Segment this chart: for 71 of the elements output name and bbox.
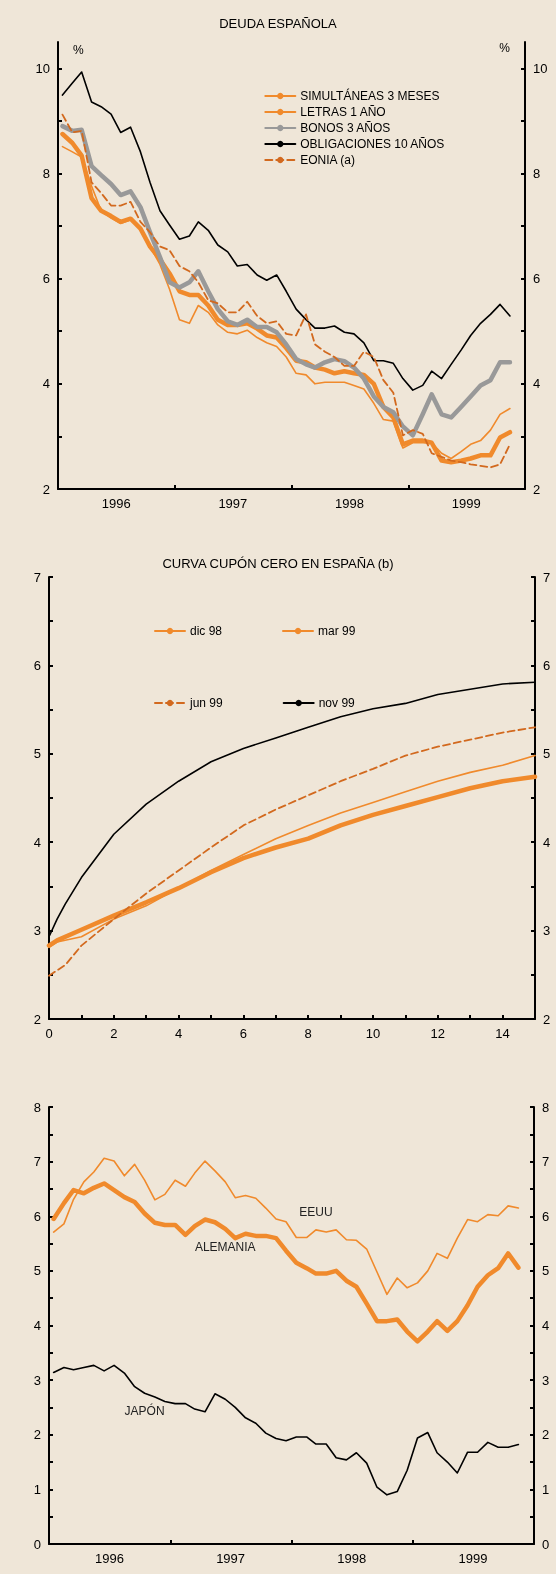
x-tick-label: 4 [174,1026,183,1041]
x-tick-label: 1997 [218,496,248,511]
x-tick-label: 14 [495,1026,510,1041]
y2-tick-label: 2 [543,1011,551,1027]
chart-title: DEUDA ESPAÑOLA [219,16,338,31]
y-axis-title: % [73,43,84,57]
y-tick-label: 1 [33,1481,41,1497]
series-label: ALEMANIA [194,1239,256,1254]
x-tick-label: 8 [304,1026,312,1041]
y2-tick-label: 8 [542,1099,550,1115]
legend-label: OBLIGACIONES 10 AÑOS [300,137,445,151]
y-tick-label: 5 [33,1263,41,1279]
legend-label: nov 99 [318,696,356,710]
y-tick-label: 6 [33,657,41,673]
series-label: JAPÓN [124,1403,165,1419]
y-tick-label: 3 [33,923,41,939]
y-tick-label: 7 [33,1154,41,1170]
y-tick-label: 8 [33,1099,41,1115]
legend-label: LETRAS 1 AÑO [300,105,386,119]
y2-tick-label: 10 [533,60,548,76]
y-tick-label: 6 [33,1208,41,1224]
x-tick-label: 2 [110,1026,118,1041]
y2-tick-label: 2 [533,481,541,497]
y-tick-label: 2 [42,481,50,497]
y2-tick-label: 3 [542,1372,550,1388]
y2-tick-label: 4 [533,376,541,392]
y2-tick-label: 2 [542,1427,550,1443]
legend-label: EONIA (a) [300,153,355,167]
x-tick-label: 1998 [335,496,364,511]
y2-tick-label: 5 [543,746,551,762]
y-tick-label: 3 [33,1372,41,1388]
y-tick-label: 5 [33,746,41,762]
legend-label: SIMULTÁNEAS 3 MESES [300,88,440,103]
x-tick-label: 1996 [101,496,131,511]
y-tick-label: 8 [42,165,50,181]
x-tick-label: 1998 [337,1551,367,1566]
y-tick-label: 0 [33,1536,41,1552]
x-tick-label: 1997 [216,1551,246,1566]
y2-tick-label: 7 [542,1154,550,1170]
chart-title: CURVA CUPÓN CERO EN ESPAÑA (b) [162,556,394,571]
y2-tick-label: 7 [543,569,551,585]
y-tick-label: 2 [33,1011,41,1027]
y-tick-label: 6 [42,271,50,287]
x-tick-label: 12 [430,1026,446,1041]
y2-axis-title: % [499,41,511,55]
y2-tick-label: 6 [543,657,551,673]
series-label: EEUU [299,1204,333,1219]
y2-tick-label: 3 [543,923,551,939]
x-tick-label: 1996 [94,1551,124,1566]
legend-label: dic 98 [190,624,223,638]
y2-tick-label: 0 [542,1536,550,1552]
y2-tick-label: 1 [542,1481,550,1497]
legend-label: BONOS 3 AÑOS [300,121,391,135]
y2-tick-label: 6 [533,271,541,287]
x-tick-label: 1999 [451,496,481,511]
y-tick-label: 4 [33,834,41,850]
legend-label: mar 99 [318,624,356,638]
y-tick-label: 10 [35,60,50,76]
x-tick-label: 6 [239,1026,248,1041]
x-tick-label: 1999 [458,1551,488,1566]
y2-tick-label: 5 [542,1263,550,1279]
x-tick-label: 10 [365,1026,381,1041]
y-tick-label: 4 [42,376,50,392]
legend-label: jun 99 [189,696,224,710]
y-tick-label: 2 [33,1427,41,1443]
y2-tick-label: 8 [533,165,541,181]
y2-tick-label: 4 [542,1318,550,1333]
y2-tick-label: 4 [543,834,551,850]
y-tick-label: 4 [33,1318,41,1333]
y-tick-label: 7 [33,569,41,585]
y2-tick-label: 6 [542,1208,550,1224]
